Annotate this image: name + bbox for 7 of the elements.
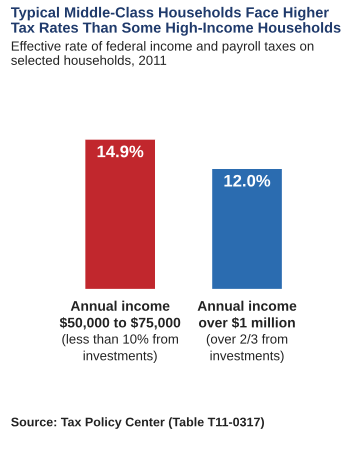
- source-note: Source: Tax Policy Center (Table T11-0317): [11, 417, 264, 429]
- x-tick-label: Annual income $50,000 to $75,000 (less than 10% from investments): [60, 300, 180, 363]
- chart-subtitle: Effective rate of federal income and payroll taxes on selected households, 2011: [11, 41, 314, 66]
- data-label: 14.9%: [98, 146, 144, 158]
- data-label: 12.0%: [224, 174, 270, 187]
- x-tick-label: Annual income over $1 million (over 2/3 from investments): [198, 300, 296, 363]
- chart-title: Typical Middle-Class Households Face Higher Tax Rates Than Some High-Income Households: [10, 6, 341, 36]
